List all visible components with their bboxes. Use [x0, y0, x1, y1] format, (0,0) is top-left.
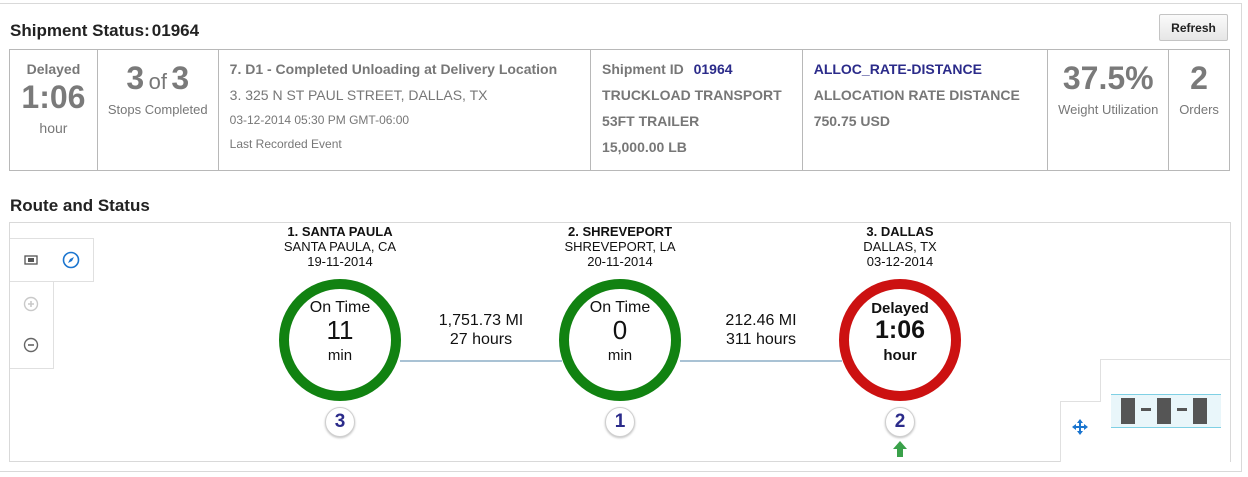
stop-header: 3. DALLAS DALLAS, TX 03-12-2014 — [820, 224, 980, 269]
orders-caption: Orders — [1179, 102, 1219, 117]
route-map: 1. SANTA PAULA SANTA PAULA, CA 19-11-201… — [9, 222, 1231, 462]
stops-of-label: of — [148, 69, 167, 94]
shipment-id-row: Shipment ID 01964 — [602, 61, 802, 77]
status-label: Delayed — [26, 61, 81, 77]
title-shipment-id: 01964 — [151, 21, 200, 40]
stop-badge[interactable]: 2 — [885, 407, 915, 437]
stop-date: 20-11-2014 — [587, 254, 653, 269]
zoom-out-icon[interactable] — [23, 337, 39, 358]
stop-location: SANTA PAULA, CA — [283, 239, 397, 254]
stops-completed-value: 3 — [126, 60, 145, 96]
orders-cell: 2 Orders — [1169, 50, 1229, 170]
rate-code-link[interactable]: ALLOC_RATE-DISTANCE — [813, 61, 982, 77]
stops-count: 3 of 3 — [98, 60, 218, 97]
stop-location: DALLAS, TX — [863, 239, 937, 254]
stop-status-label: On Time — [589, 299, 651, 316]
stop-status-ring[interactable]: Delayed 1:06 hour — [839, 279, 961, 401]
current-location-arrow-icon — [893, 441, 907, 462]
stop-header: 1. SANTA PAULA SANTA PAULA, CA 19-11-201… — [260, 224, 420, 269]
event-timestamp: 03-12-2014 05:30 PM GMT-06:00 — [229, 113, 410, 127]
event-name: 7. D1 - Completed Unloading at Delivery … — [229, 61, 558, 77]
compass-icon[interactable] — [62, 251, 80, 274]
stop-status-unit: min — [327, 347, 353, 364]
event-cell: 7. D1 - Completed Unloading at Delivery … — [219, 50, 592, 170]
stop-status-ring[interactable]: On Time 11 min — [279, 279, 401, 401]
route-line-2 — [680, 360, 842, 362]
delay-value: 1:06 — [21, 79, 86, 115]
overview-map-viewport[interactable] — [1111, 394, 1221, 428]
weight-util-cell: 37.5% Weight Utilization — [1048, 50, 1170, 170]
weight-util-caption: Weight Utilization — [1058, 102, 1159, 117]
shipment-weight: 15,000.00 LB — [602, 139, 687, 155]
event-address: 3. 325 N ST PAUL STREET, DALLAS, TX — [229, 87, 488, 103]
stop-status-unit: min — [607, 347, 633, 364]
stops-total-value: 3 — [171, 60, 190, 96]
stop-status-label: Delayed — [871, 300, 929, 317]
leg-info: 212.46 MI 311 hours — [691, 311, 831, 349]
stop-date: 03-12-2014 — [866, 254, 934, 269]
stop-name: 2. SHREVEPORT — [567, 224, 673, 239]
stop-status-label: On Time — [309, 299, 371, 316]
rate-name: ALLOCATION RATE DISTANCE — [813, 87, 1020, 103]
equipment: 53FT TRAILER — [602, 113, 700, 129]
map-controls-top — [10, 238, 94, 282]
map-controls-zoom — [10, 281, 54, 369]
stop-name: 3. DALLAS — [866, 224, 934, 239]
transport-mode: TRUCKLOAD TRANSPORT — [602, 87, 782, 103]
route-line-1 — [400, 360, 562, 362]
stop-status-value: 0 — [612, 315, 628, 345]
status-cell: Delayed 1:06 hour — [10, 50, 98, 170]
zoom-to-fit-icon[interactable] — [24, 253, 38, 272]
stop-name: 1. SANTA PAULA — [287, 224, 393, 239]
title-label: Shipment Status: — [10, 21, 150, 40]
leg-distance: 212.46 MI — [725, 312, 797, 329]
leg-info: 1,751.73 MI 27 hours — [411, 311, 551, 349]
delay-unit: hour — [39, 120, 68, 136]
shipment-summary-table: Delayed 1:06 hour 3 of 3 Stops Completed… — [9, 49, 1230, 171]
stops-cell: 3 of 3 Stops Completed — [98, 50, 219, 170]
shipment-id-label: Shipment ID — [602, 61, 684, 77]
orders-value: 2 — [1190, 60, 1208, 96]
leg-duration: 27 hours — [449, 331, 513, 348]
zoom-in-icon[interactable] — [23, 296, 39, 317]
rate-cell: ALLOC_RATE-DISTANCE ALLOCATION RATE DIST… — [803, 50, 1049, 170]
event-caption: Last Recorded Event — [229, 137, 342, 151]
rate-amount: 750.75 USD — [813, 113, 890, 129]
shipment-id-link[interactable]: 01964 — [693, 61, 733, 77]
refresh-button[interactable]: Refresh — [1159, 14, 1228, 41]
shipment-cell: Shipment ID 01964 TRUCKLOAD TRANSPORT 53… — [591, 50, 803, 170]
weight-util-value: 37.5% — [1062, 60, 1154, 96]
stop-status-value: 11 — [326, 315, 354, 345]
stop-header: 2. SHREVEPORT SHREVEPORT, LA 20-11-2014 — [540, 224, 700, 269]
pan-control — [1060, 401, 1101, 462]
route-section-title: Route and Status — [10, 196, 150, 215]
leg-duration: 311 hours — [726, 331, 796, 348]
stop-badge[interactable]: 1 — [605, 407, 635, 437]
pan-move-icon[interactable] — [1072, 419, 1088, 440]
shipment-status-panel — [0, 3, 1242, 472]
stop-badge[interactable]: 3 — [325, 407, 355, 437]
stop-status-unit: hour — [883, 347, 917, 364]
page-title: Shipment Status: 01964 — [10, 21, 199, 41]
stops-caption: Stops Completed — [107, 102, 208, 117]
stop-status-ring[interactable]: On Time 0 min — [559, 279, 681, 401]
stop-location: SHREVEPORT, LA — [564, 239, 676, 254]
stop-status-value: 1:06 — [874, 316, 926, 344]
stop-date: 19-11-2014 — [307, 254, 373, 269]
leg-distance: 1,751.73 MI — [438, 312, 524, 329]
overview-map — [1100, 359, 1230, 462]
